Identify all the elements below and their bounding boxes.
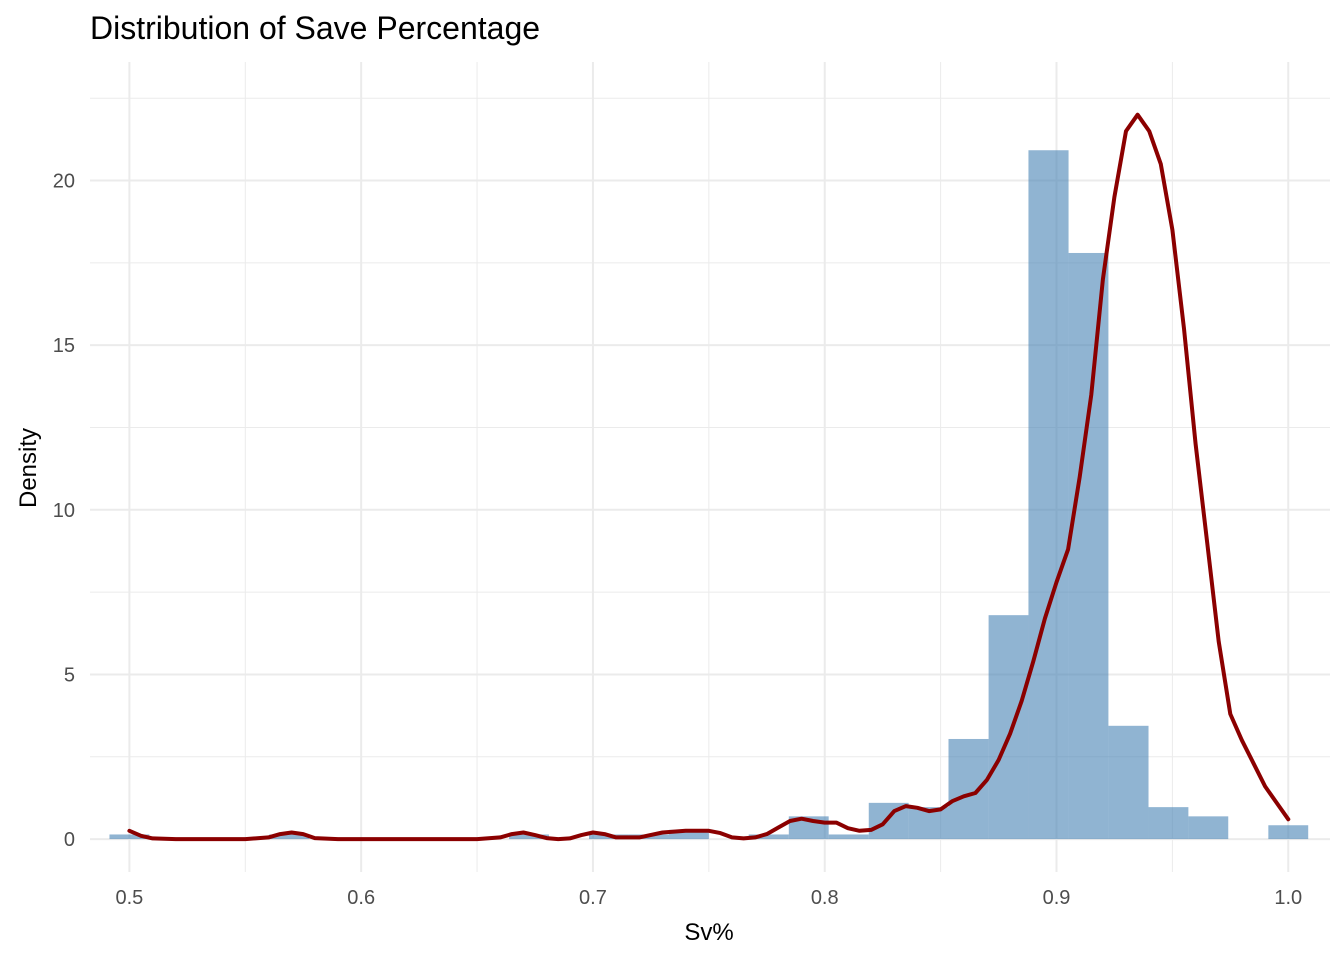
histogram-bar: [988, 615, 1029, 840]
histogram-bar: [509, 834, 549, 840]
x-tick-label: 0.9: [1043, 887, 1071, 909]
histogram-bar: [748, 834, 789, 840]
histogram-bar: [1148, 807, 1189, 840]
x-tick-label: 0.5: [115, 887, 143, 909]
chart-title: Distribution of Save Percentage: [90, 10, 541, 46]
y-tick-label: 5: [64, 664, 75, 686]
density-curve: [127, 112, 1291, 842]
histogram-bar: [109, 834, 150, 840]
histogram-bar: [269, 834, 310, 840]
histogram-bar: [948, 738, 989, 840]
histogram-bar: [828, 834, 869, 840]
x-tick-label: 0.7: [579, 887, 607, 909]
histogram-bars: [109, 150, 1309, 840]
y-tick-label: 10: [53, 500, 75, 522]
histogram-bar: [668, 829, 709, 840]
histogram-bar: [1068, 252, 1109, 840]
y-tick-label: 20: [53, 171, 75, 193]
y-axis-tick-labels: 0 5 10 15 20: [53, 171, 75, 852]
y-tick-label: 15: [53, 335, 75, 357]
histogram-bar: [1268, 825, 1309, 840]
x-tick-label: 1.0: [1274, 887, 1302, 909]
y-tick-label: 0: [64, 829, 75, 851]
y-axis-title: Density: [15, 428, 42, 508]
histogram-bar: [1028, 150, 1069, 840]
histogram-bar: [1108, 725, 1149, 840]
x-tick-label: 0.6: [347, 887, 375, 909]
minor-gridlines: [90, 62, 1330, 872]
histogram-bar: [1188, 816, 1229, 840]
x-axis-tick-labels: 0.5 0.6 0.7 0.8 0.9 1.0: [115, 887, 1302, 909]
x-tick-label: 0.8: [811, 887, 839, 909]
x-axis-title: Sv%: [684, 919, 733, 946]
